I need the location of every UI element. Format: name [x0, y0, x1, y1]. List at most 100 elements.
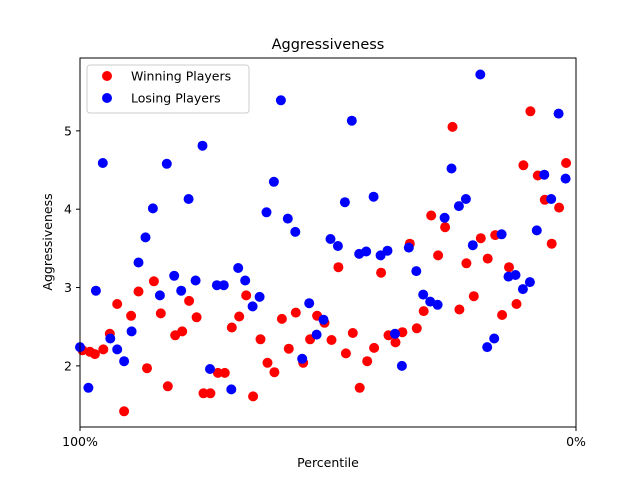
winning-point [212, 367, 223, 378]
losing-point [126, 326, 137, 337]
y-tick-label: 4 [64, 202, 72, 217]
winning-point [98, 344, 109, 355]
losing-point [332, 241, 343, 251]
winning-point [234, 311, 245, 322]
winning-point [205, 388, 216, 399]
winning-point [119, 406, 130, 417]
losing-point [205, 364, 215, 374]
losing-point [553, 108, 564, 119]
losing-point [339, 197, 350, 208]
winning-point [226, 322, 237, 333]
losing-point [133, 257, 144, 268]
winning-point [554, 202, 565, 213]
x-axis-label: Percentile [297, 455, 359, 470]
legend-label-winning: Winning Players [131, 69, 231, 84]
losing-point [460, 194, 471, 204]
losing-point [247, 301, 258, 312]
losing-point [105, 333, 116, 344]
losing-point [261, 207, 272, 218]
chart-title: Aggressiveness [272, 37, 385, 53]
losing-point [432, 299, 443, 310]
losing-point [453, 201, 464, 212]
y-axis-label: Aggressiveness [40, 193, 55, 290]
winning-point [418, 306, 429, 317]
winning-point [482, 253, 493, 264]
losing-point [304, 298, 315, 309]
winning-point [461, 258, 472, 269]
winning-point [376, 267, 387, 278]
losing-point [418, 289, 429, 300]
losing-point [169, 270, 180, 281]
winning-point [112, 299, 123, 309]
losing-point [290, 226, 301, 237]
winning-point [255, 334, 266, 345]
losing-point [112, 344, 123, 355]
losing-point [382, 245, 393, 256]
winning-point [518, 160, 529, 171]
losing-point [183, 194, 194, 204]
losing-point [275, 95, 286, 106]
winning-point [326, 335, 337, 345]
losing-point [531, 225, 542, 236]
losing-point [90, 285, 101, 296]
losing-point [297, 353, 308, 364]
losing-point [325, 234, 336, 244]
losing-point [368, 191, 379, 202]
winning-point [511, 299, 522, 309]
losing-point [254, 291, 265, 302]
axes-frame [79, 57, 577, 428]
losing-point [282, 213, 293, 224]
winning-point [525, 106, 536, 117]
winning-point [89, 349, 100, 360]
losing-point [226, 384, 237, 395]
winning-point [184, 295, 195, 306]
losing-point [361, 246, 372, 257]
winning-point [433, 250, 444, 261]
losing-point [83, 382, 94, 393]
y-axis: 2 3 4 5 [64, 123, 80, 373]
losing-point [439, 212, 450, 223]
losing-point [496, 229, 507, 240]
losing-point [268, 176, 279, 187]
x-axis: 100% 0% [62, 427, 586, 449]
winning-point [561, 158, 572, 168]
winning-point [497, 310, 508, 320]
winning-point [262, 357, 273, 368]
winning-point [155, 308, 166, 319]
losing-point [539, 169, 550, 180]
losing-point [140, 232, 151, 243]
losing-point [211, 280, 222, 291]
losing-point [119, 356, 130, 367]
winning-point [126, 310, 137, 321]
losing-point [510, 270, 521, 280]
y-tick-label: 3 [64, 280, 72, 295]
winning-point [133, 286, 144, 297]
losing-point [475, 69, 486, 80]
x-tick-label: 100% [62, 434, 98, 449]
losing-point [446, 163, 457, 174]
legend-marker-losing [102, 93, 112, 103]
y-tick-label: 5 [64, 123, 72, 138]
losing-point [240, 275, 251, 286]
losing-point [318, 314, 329, 325]
winning-point [248, 391, 259, 402]
winning-point [283, 343, 294, 354]
legend-label-losing: Losing Players [131, 91, 221, 106]
y-tick-label: 2 [64, 358, 72, 373]
losing-point [467, 240, 478, 251]
losing-point [190, 275, 201, 286]
winning-point [177, 326, 188, 337]
losing-series [75, 69, 571, 395]
plot-area [75, 69, 572, 417]
winning-point [347, 328, 358, 338]
winning-point [198, 388, 209, 399]
winning-point [546, 238, 557, 249]
winning-point [333, 262, 344, 273]
winning-point [340, 348, 351, 359]
winning-point [411, 323, 422, 334]
winning-point [454, 304, 465, 315]
losing-point [176, 285, 187, 296]
winning-point [369, 342, 380, 353]
winning-point [241, 290, 252, 301]
